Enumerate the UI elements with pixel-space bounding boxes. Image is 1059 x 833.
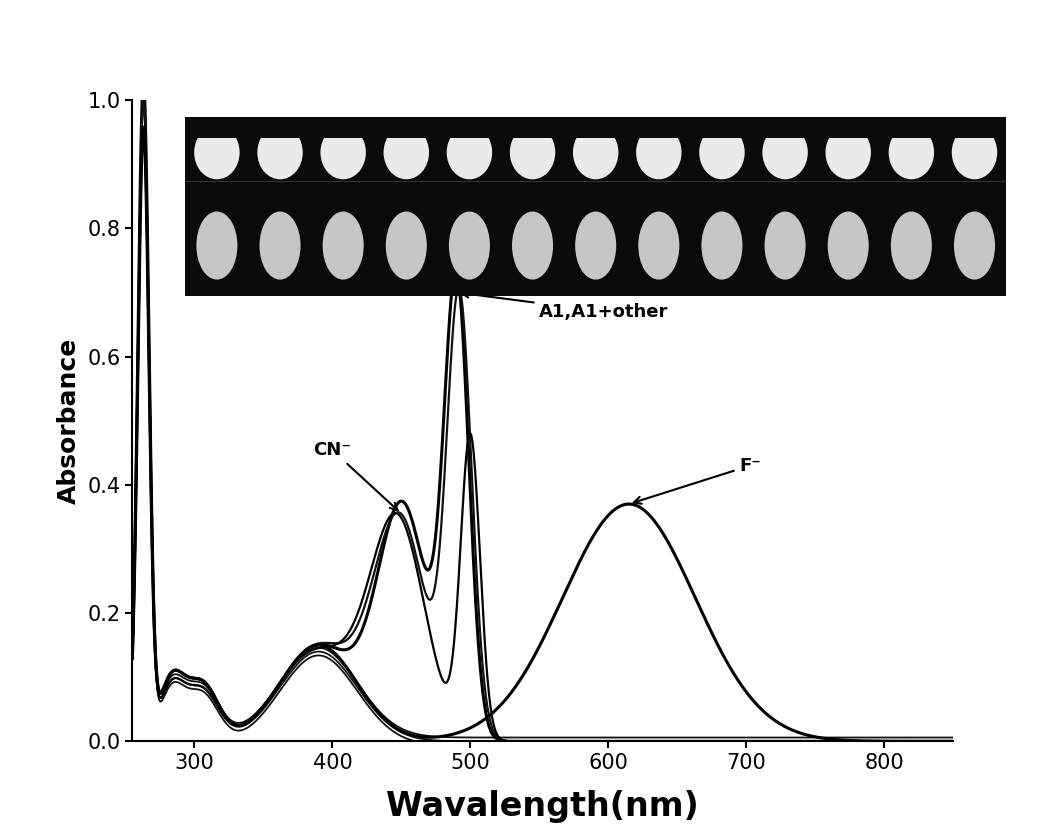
Bar: [824, 112, 873, 138]
Bar: [634, 112, 683, 138]
Bar: [572, 112, 620, 138]
X-axis label: Wavalength(nm): Wavalength(nm): [387, 790, 699, 823]
Ellipse shape: [447, 126, 492, 179]
Ellipse shape: [639, 212, 679, 280]
Text: F⁻: F⁻: [634, 456, 761, 504]
Ellipse shape: [194, 126, 239, 179]
Bar: [887, 181, 935, 199]
Ellipse shape: [575, 212, 616, 280]
Ellipse shape: [321, 126, 366, 179]
Bar: [446, 112, 493, 138]
Ellipse shape: [889, 126, 934, 179]
Bar: [824, 181, 873, 199]
Ellipse shape: [257, 126, 303, 179]
Bar: [572, 181, 620, 199]
Text: CN⁻: CN⁻: [313, 441, 397, 510]
Ellipse shape: [765, 212, 806, 280]
Ellipse shape: [828, 212, 868, 280]
Bar: [319, 181, 367, 199]
Bar: [256, 112, 304, 138]
Ellipse shape: [699, 126, 744, 179]
Ellipse shape: [513, 212, 553, 280]
Bar: [698, 181, 746, 199]
Ellipse shape: [701, 212, 742, 280]
Ellipse shape: [449, 212, 490, 280]
Bar: [698, 112, 746, 138]
Ellipse shape: [762, 126, 808, 179]
Y-axis label: Absorbance: Absorbance: [56, 337, 80, 504]
Bar: [761, 181, 809, 199]
Bar: [446, 181, 493, 199]
Ellipse shape: [323, 212, 363, 280]
Bar: [508, 181, 557, 199]
Ellipse shape: [196, 212, 237, 280]
Bar: [887, 112, 935, 138]
Bar: [761, 112, 809, 138]
Ellipse shape: [952, 126, 998, 179]
Ellipse shape: [954, 212, 995, 280]
Text: A1,A1+other: A1,A1+other: [462, 291, 668, 321]
Ellipse shape: [636, 126, 682, 179]
Bar: [634, 181, 683, 199]
Ellipse shape: [891, 212, 932, 280]
Ellipse shape: [509, 126, 555, 179]
Ellipse shape: [826, 126, 870, 179]
Text: A1,F$^-$,CN$^-$,Cl$^-$,Br$^-$,I$^-$,AcO$^-$,H$_2$PO$_4^-$,HSO$_4^-$,ClO$_4^-$,S$: A1,F$^-$,CN$^-$,Cl$^-$,Br$^-$,I$^-$,AcO$…: [337, 222, 830, 241]
Ellipse shape: [573, 126, 618, 179]
Bar: [319, 112, 367, 138]
Bar: [256, 181, 304, 199]
Bar: [951, 112, 999, 138]
Bar: [193, 112, 240, 138]
Bar: [382, 112, 430, 138]
Ellipse shape: [383, 126, 429, 179]
Bar: [508, 112, 557, 138]
Bar: [193, 181, 240, 199]
Bar: [382, 181, 430, 199]
Ellipse shape: [385, 212, 427, 280]
Ellipse shape: [259, 212, 301, 280]
Bar: [951, 181, 999, 199]
